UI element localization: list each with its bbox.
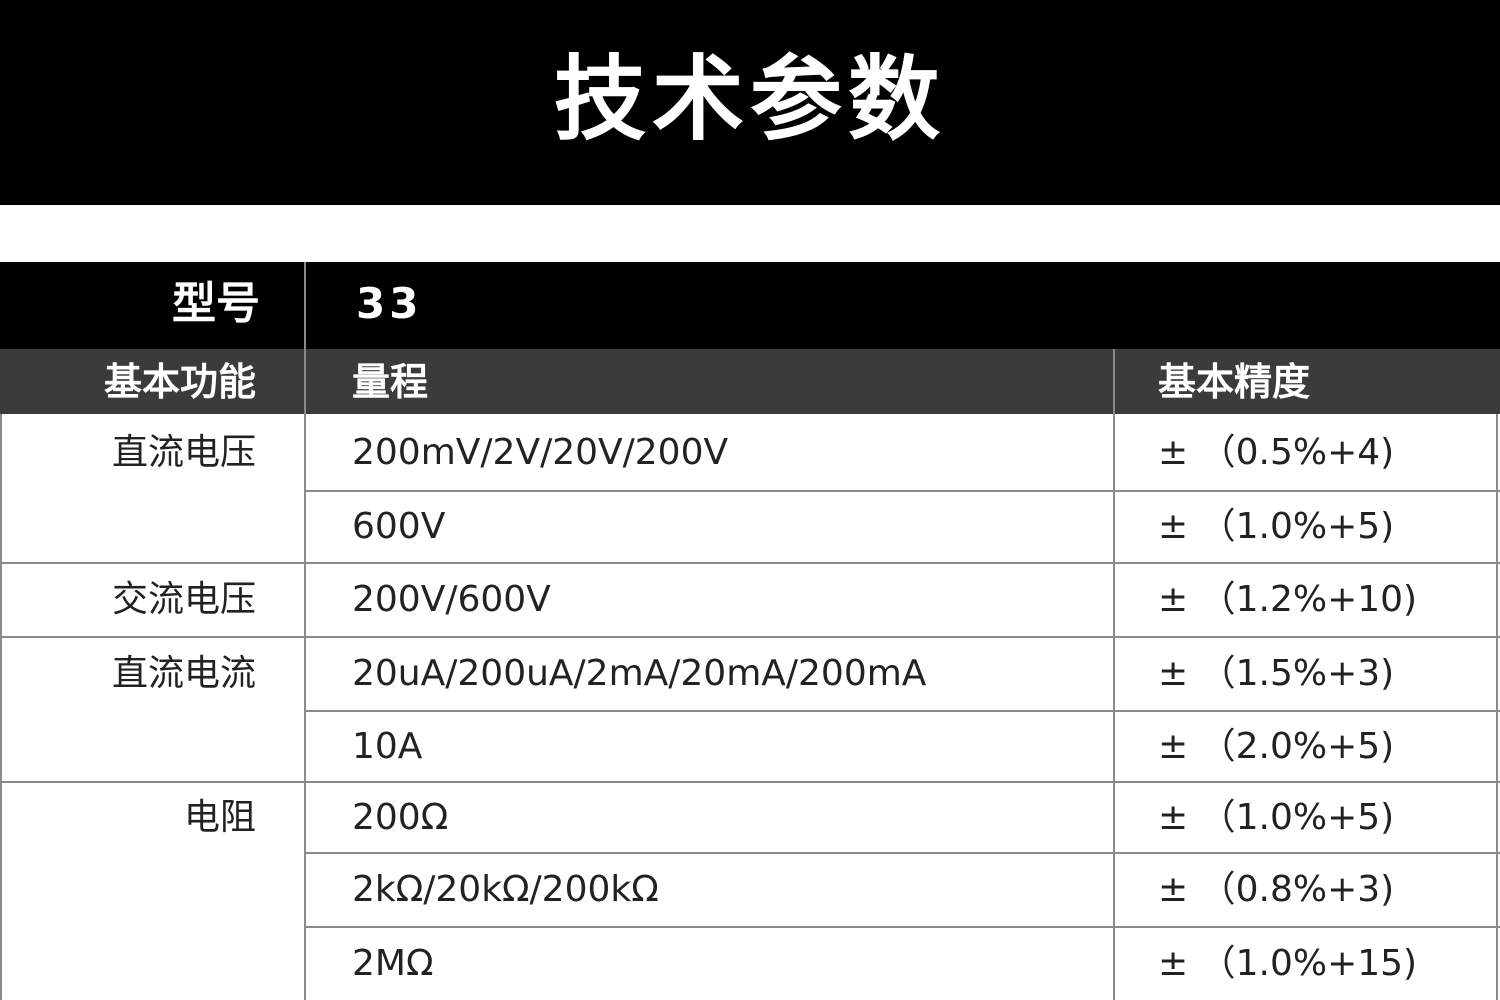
range-cell: 200Ω	[352, 797, 449, 838]
function-label: 直流电流	[111, 653, 256, 694]
accuracy-cell: ± （1.2%+10)	[1158, 579, 1418, 620]
row-divider	[304, 490, 1500, 492]
range-cell: 200V/600V	[352, 579, 551, 620]
accuracy-cell: ± （1.0%+5)	[1158, 797, 1395, 838]
function-label: 交流电压	[111, 579, 256, 620]
range-cell: 2kΩ/20kΩ/200kΩ	[352, 869, 659, 910]
accuracy-cell: ± （0.5%+4)	[1158, 432, 1395, 473]
accuracy-cell: ± （1.0%+5)	[1158, 506, 1395, 547]
row-divider	[304, 926, 1500, 928]
model-label: 型号	[172, 278, 260, 329]
row-divider	[0, 562, 1500, 564]
column-divider	[304, 262, 306, 1000]
model-row	[0, 262, 1500, 349]
accuracy-cell: ± （2.0%+5)	[1158, 726, 1395, 767]
accuracy-cell: ± （1.5%+3)	[1158, 653, 1395, 694]
title-banner	[0, 0, 1500, 205]
table-border	[1496, 414, 1498, 1000]
range-cell: 600V	[352, 506, 446, 547]
range-cell: 200mV/2V/20V/200V	[352, 432, 729, 473]
column-divider	[1113, 349, 1115, 1000]
accuracy-cell: ± （0.8%+3)	[1158, 869, 1395, 910]
model-value: 33	[356, 279, 423, 328]
header-row	[0, 349, 1500, 414]
row-divider	[0, 781, 1500, 783]
table-border	[0, 414, 2, 1000]
row-divider	[0, 636, 1500, 638]
function-label: 电阻	[183, 797, 256, 838]
page-title: 技术参数	[553, 46, 946, 153]
range-cell: 10A	[352, 726, 423, 767]
column-header: 基本功能	[103, 360, 256, 404]
row-divider	[304, 710, 1500, 712]
accuracy-cell: ± （1.0%+15)	[1158, 943, 1418, 984]
range-cell: 2MΩ	[352, 943, 434, 984]
function-label: 直流电压	[111, 432, 256, 473]
column-header: 基本精度	[1158, 360, 1311, 404]
row-divider	[304, 852, 1500, 854]
column-header: 量程	[352, 360, 429, 404]
range-cell: 20uA/200uA/2mA/20mA/200mA	[352, 653, 927, 694]
